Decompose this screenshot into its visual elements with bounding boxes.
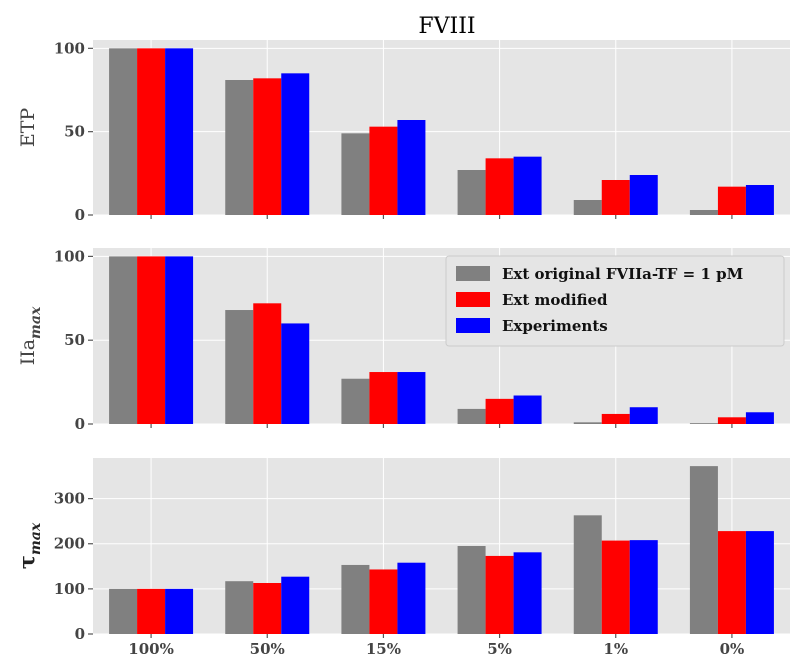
bar-experiments-6: [745, 185, 774, 215]
x-tick-label: 0%: [720, 640, 745, 656]
y-tick-label: 100: [54, 39, 85, 57]
bar-experiments-2: [281, 576, 310, 634]
x-tick-label: 15%: [366, 640, 401, 656]
bar-modified-1: [137, 588, 166, 634]
bar-modified-6: [717, 531, 746, 634]
y-tick-label: 300: [54, 490, 85, 508]
bar-experiments-4: [513, 395, 542, 424]
y-axis-label: IIamax: [17, 306, 44, 365]
bar-experiments-3: [397, 372, 426, 424]
legend-label: Ext modified: [502, 291, 608, 309]
bar-original-4: [457, 546, 486, 634]
y-axis-label-main: τ: [14, 555, 39, 569]
bar-modified-2: [253, 303, 282, 424]
bar-original-5: [573, 200, 602, 215]
bar-modified-5: [601, 180, 630, 215]
bar-modified-5: [601, 413, 630, 424]
x-tick-label: 50%: [250, 640, 285, 656]
bar-original-4: [457, 170, 486, 215]
legend-swatch: [456, 318, 490, 333]
bar-modified-6: [717, 186, 746, 215]
plot-background: [93, 458, 790, 634]
chart-panel-3: 0 100 200 300 100% 50% 15% 5% 1% 0% τmax: [14, 458, 790, 656]
chart-panel-1: 0 50 100 ETP: [17, 39, 790, 224]
bar-experiments-2: [281, 323, 310, 424]
bar-modified-1: [137, 256, 166, 424]
bar-modified-3: [369, 126, 398, 215]
bar-original-3: [341, 133, 370, 215]
y-axis-label-subscript: max: [28, 306, 44, 339]
y-tick-label: 100: [54, 580, 85, 598]
bar-original-3: [341, 564, 370, 634]
bar-experiments-4: [513, 552, 542, 634]
bar-original-5: [573, 515, 602, 634]
bar-original-1: [109, 256, 138, 424]
y-tick-label: 200: [54, 535, 85, 553]
bar-experiments-6: [745, 531, 774, 634]
bar-experiments-1: [165, 256, 194, 424]
legend-swatch: [456, 266, 490, 281]
y-tick-label: 50: [64, 331, 85, 349]
y-tick-label: 0: [75, 625, 85, 643]
bar-original-2: [225, 581, 254, 634]
bar-original-6: [689, 466, 718, 634]
x-tick-label: 5%: [487, 640, 512, 656]
bar-original-4: [457, 408, 486, 424]
y-axis-label: τmax: [14, 522, 44, 569]
bar-experiments-5: [629, 540, 658, 634]
legend-swatch: [456, 292, 490, 307]
bar-experiments-1: [165, 588, 194, 634]
x-tick-label: 100%: [128, 640, 174, 656]
y-tick-label: 0: [75, 206, 85, 224]
bar-experiments-3: [397, 120, 426, 215]
bar-experiments-5: [629, 407, 658, 424]
y-axis-label: ETP: [17, 108, 39, 148]
bar-experiments-2: [281, 73, 310, 215]
legend-label: Ext original FVIIa-TF = 1 pM: [502, 265, 743, 283]
bar-modified-6: [717, 417, 746, 424]
bar-experiments-1: [165, 48, 194, 216]
y-tick-label: 0: [75, 415, 85, 433]
bar-modified-2: [253, 583, 282, 634]
bar-original-2: [225, 310, 254, 424]
chart-panel-2: 0 50 100 IIamax Ext original FVIIa-TF = 1 pM…: [17, 247, 790, 433]
bar-modified-4: [485, 555, 514, 634]
legend-box: [445, 255, 785, 347]
bar-experiments-5: [629, 175, 658, 215]
bar-modified-1: [137, 48, 166, 216]
bar-modified-5: [601, 540, 630, 634]
x-tick-label: 1%: [603, 640, 628, 656]
bar-original-6: [689, 210, 718, 215]
y-axis-label-main: ETP: [17, 108, 39, 148]
bar-modified-3: [369, 569, 398, 634]
y-axis-label-main: IIa: [17, 339, 39, 365]
legend-label: Experiments: [502, 317, 608, 335]
bar-modified-3: [369, 372, 398, 424]
bar-original-3: [341, 378, 370, 424]
bar-modified-2: [253, 78, 282, 215]
figure-title: FVIII: [418, 14, 475, 39]
y-tick-label: 50: [64, 123, 85, 141]
bar-modified-4: [485, 158, 514, 215]
bar-experiments-4: [513, 156, 542, 215]
bar-original-5: [573, 422, 602, 424]
bar-original-6: [689, 423, 718, 424]
bar-experiments-6: [745, 412, 774, 424]
bar-original-2: [225, 80, 254, 215]
y-axis-label-subscript: max: [28, 522, 44, 555]
y-tick-label: 100: [54, 247, 85, 265]
bar-experiments-3: [397, 562, 426, 634]
bar-original-1: [109, 588, 138, 634]
plot-background: [93, 40, 790, 215]
bar-modified-4: [485, 398, 514, 424]
legend: Ext original FVIIa-TF = 1 pM Ext modified…: [445, 255, 785, 347]
bar-original-1: [109, 48, 138, 216]
